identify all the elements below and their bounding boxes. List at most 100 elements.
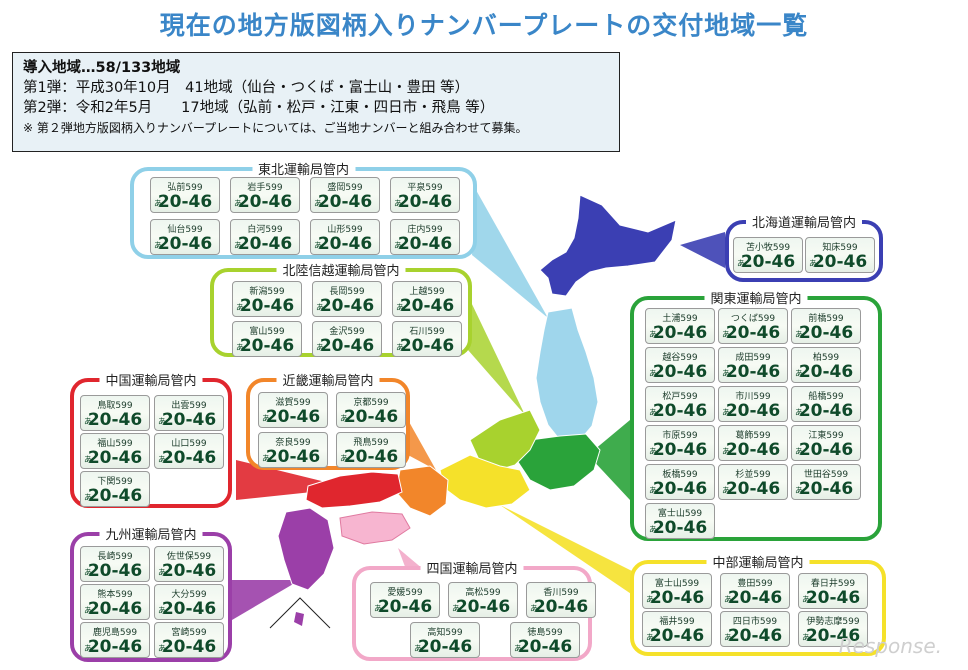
plate-number: 20-46 (265, 447, 321, 467)
license-plate: 柏599 あ 20-46 (791, 347, 861, 383)
plate-number: 20-46 (343, 447, 399, 467)
plate-kana: あ (316, 303, 324, 312)
plate-number: 20-46 (161, 637, 217, 657)
plate-kana: あ (394, 199, 402, 208)
license-plate: 江東599 あ 20-46 (791, 425, 861, 461)
plate-kana: あ (314, 241, 322, 250)
license-plate: 市川599 あ 20-46 (718, 386, 788, 422)
plate-kana: あ (795, 330, 803, 339)
license-plate: 仙台599 あ 20-46 (150, 219, 220, 255)
plate-kana: あ (396, 303, 404, 312)
plate-region-label: 平泉599 (407, 183, 443, 193)
license-plate: 船橋599 あ 20-46 (791, 386, 861, 422)
plate-number: 20-46 (377, 597, 433, 617)
plate-kana: あ (795, 369, 803, 378)
plate-kana: あ (374, 604, 382, 613)
plate-region-label: 仙台599 (167, 225, 203, 235)
region-title: 関東運輸局管内 (704, 288, 808, 307)
license-plate: 庄内599 あ 20-46 (390, 219, 460, 255)
license-plate: 滋賀599 あ 20-46 (258, 392, 328, 428)
plate-number: 20-46 (87, 599, 143, 619)
plate-number: 20-46 (239, 336, 295, 356)
plate-region-label: 富士山599 (654, 579, 700, 589)
plate-kana: あ (802, 595, 810, 604)
region-title: 九州運輸局管内 (99, 524, 203, 543)
info-line-phase2: 第2弾：令和2年5月 17地域（弘前・松戸・江東・四日市・飛鳥 等） (23, 100, 495, 116)
plate-region-label: 葛飾599 (735, 431, 771, 441)
plate-number: 20-46 (649, 588, 705, 608)
license-plate: 長岡599 あ 20-46 (312, 281, 382, 317)
plate-number: 20-46 (87, 410, 143, 430)
plate-kana: あ (722, 369, 730, 378)
license-plate: 愛媛599 あ 20-46 (370, 582, 440, 618)
license-plate: 出雲599 あ 20-46 (154, 395, 224, 431)
license-plate: 杉並599 あ 20-46 (718, 464, 788, 500)
plate-region-label: 柏599 (812, 353, 840, 363)
license-plate: 奈良599 あ 20-46 (258, 432, 328, 468)
connector-kinki (408, 420, 436, 470)
plate-number: 20-46 (727, 626, 783, 646)
license-plate: 豊田599 あ 20-46 (720, 573, 790, 609)
plate-kana: あ (316, 343, 324, 352)
plate-number: 20-46 (397, 192, 453, 212)
plate-number: 20-46 (812, 252, 868, 272)
plate-kana: あ (84, 455, 92, 464)
license-plate: 岩手599 あ 20-46 (230, 177, 300, 213)
license-plate: 鳥取599 あ 20-46 (80, 395, 150, 431)
plate-region-label: 越谷599 (662, 353, 698, 363)
plate-number: 20-46 (455, 597, 511, 617)
plate-number: 20-46 (399, 296, 455, 316)
plate-kana: あ (795, 486, 803, 495)
license-plate: 熊本599 あ 20-46 (80, 584, 150, 620)
plate-number: 20-46 (725, 401, 781, 421)
plate-number: 20-46 (87, 448, 143, 468)
plate-number: 20-46 (161, 599, 217, 619)
plate-kana: あ (649, 486, 657, 495)
plate-region-label: 伊勢志摩599 (806, 617, 860, 627)
plate-region-label: 出雲599 (171, 401, 207, 411)
plate-kana: あ (158, 417, 166, 426)
plate-region-label: 盛岡599 (327, 183, 363, 193)
license-plate: 山口599 あ 20-46 (154, 433, 224, 469)
region-title: 北陸信越運輸局管内 (276, 260, 406, 279)
plate-kana: あ (154, 199, 162, 208)
plate-region-label: 富山599 (249, 327, 285, 337)
plate-kana: あ (84, 417, 92, 426)
plate-number: 20-46 (798, 479, 854, 499)
license-plate: 伊勢志摩599 あ 20-46 (798, 611, 868, 647)
plate-kana: あ (737, 259, 745, 268)
plate-kana: あ (649, 525, 657, 534)
license-plate: 土浦599 あ 20-46 (645, 308, 715, 344)
plate-kana: あ (452, 604, 460, 613)
license-plate: 佐世保599 あ 20-46 (154, 546, 224, 582)
plate-region-label: 豊田599 (737, 579, 773, 589)
map-chugoku (305, 471, 403, 509)
license-plate: 下関599 あ 20-46 (80, 471, 150, 507)
plate-number: 20-46 (161, 410, 217, 430)
license-plate: つくば599 あ 20-46 (718, 308, 788, 344)
plate-kana: あ (649, 408, 657, 417)
license-plate: 飛鳥599 あ 20-46 (336, 432, 406, 468)
license-plate: 石川599 あ 20-46 (392, 321, 462, 357)
plate-kana: あ (84, 568, 92, 577)
plate-region-label: 奈良599 (275, 438, 311, 448)
plate-kana: あ (158, 455, 166, 464)
plate-kana: あ (724, 633, 732, 642)
plate-kana: あ (154, 241, 162, 250)
plate-number: 20-46 (533, 597, 589, 617)
plate-number: 20-46 (652, 479, 708, 499)
license-plate: 宮崎599 あ 20-46 (154, 622, 224, 658)
plate-kana: あ (394, 241, 402, 250)
plate-region-label: 世田谷599 (803, 470, 849, 480)
license-plate: 高松599 あ 20-46 (448, 582, 518, 618)
plate-number: 20-46 (805, 588, 861, 608)
plate-region-label: 徳島599 (527, 628, 563, 638)
license-plate: 富士山599 あ 20-46 (642, 573, 712, 609)
plate-number: 20-46 (649, 626, 705, 646)
plate-kana: あ (795, 408, 803, 417)
plate-number: 20-46 (87, 561, 143, 581)
license-plate: 徳島599 あ 20-46 (510, 622, 580, 658)
info-box: 導入地域…58/133地域 第1弾：平成30年10月 41地域（仙台・つくば・富… (12, 52, 620, 152)
plate-number: 20-46 (343, 407, 399, 427)
